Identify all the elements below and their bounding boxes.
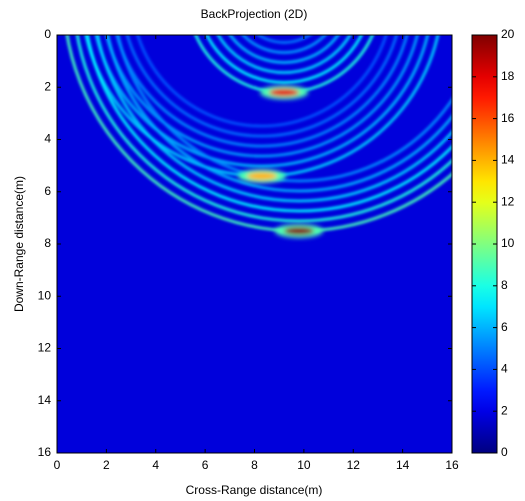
colorbar-tick-label: 10 — [501, 236, 515, 250]
arc — [241, 35, 328, 55]
x-tick-label: 8 — [251, 458, 258, 472]
x-tick-label: 4 — [152, 458, 159, 472]
x-tick-label: 10 — [297, 458, 311, 472]
y-tick-label: 12 — [38, 341, 52, 355]
colorbar-tick-label: 14 — [501, 153, 515, 167]
x-axis-label: Cross-Range distance(m) — [186, 483, 323, 497]
colorbar-tick-label: 16 — [501, 111, 515, 125]
colorbar — [471, 34, 498, 454]
y-tick-label: 2 — [44, 79, 51, 93]
y-tick-label: 16 — [38, 445, 52, 459]
colorbar-tick-label: 6 — [501, 320, 508, 334]
hotspot-core — [246, 172, 277, 181]
arc — [106, 35, 452, 193]
x-tick-label: 14 — [396, 458, 410, 472]
arc — [116, 35, 452, 183]
x-tick-label: 0 — [54, 458, 61, 472]
colorbar-tick-label: 12 — [501, 194, 515, 208]
y-tick-label: 10 — [38, 288, 52, 302]
colorbar-tick-label: 18 — [501, 69, 515, 83]
y-tick-label: 6 — [44, 184, 51, 198]
arc — [104, 35, 419, 158]
arc — [94, 35, 430, 168]
hotspot — [274, 223, 323, 238]
hotspot — [260, 85, 309, 100]
y-tick-label: 14 — [38, 393, 52, 407]
arc — [75, 35, 452, 223]
hotspot — [237, 169, 286, 184]
colorbar-tick-label: 20 — [501, 27, 515, 41]
x-tick-label: 6 — [202, 458, 209, 472]
chart-title: BackProjection (2D) — [201, 7, 308, 21]
hotspot-core — [283, 226, 314, 235]
y-tick-label: 8 — [44, 236, 51, 250]
x-tick-label: 2 — [103, 458, 110, 472]
hotspot-core — [269, 88, 300, 97]
y-tick-label: 4 — [44, 132, 51, 146]
colorbar-tick-label: 8 — [501, 278, 508, 292]
y-axis-label: Down-Range distance(m) — [12, 176, 26, 312]
plot-area — [57, 35, 452, 453]
arc — [85, 35, 452, 213]
colorbar-tick-label: 0 — [501, 445, 508, 459]
arc — [136, 35, 388, 128]
arc — [255, 35, 313, 45]
arc — [125, 35, 399, 138]
y-tick-label: 0 — [44, 27, 51, 41]
arc — [115, 35, 409, 148]
colorbar-tick-label: 4 — [501, 362, 508, 376]
arc — [205, 35, 364, 85]
arc — [216, 35, 352, 75]
arc — [228, 35, 341, 65]
x-tick-label: 16 — [445, 458, 459, 472]
colorbar-tick-label: 2 — [501, 403, 508, 417]
heatmap-background — [57, 35, 452, 453]
x-tick-label: 12 — [347, 458, 361, 472]
arc — [96, 35, 452, 203]
